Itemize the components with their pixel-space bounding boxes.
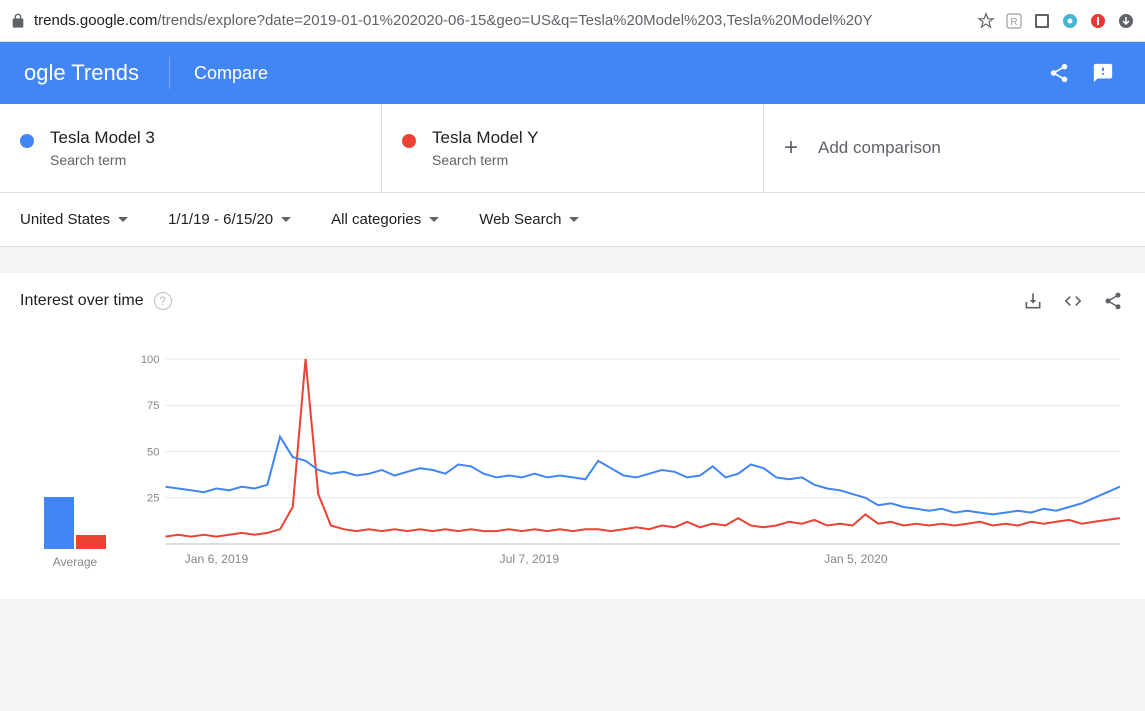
help-icon[interactable]: ? [154, 292, 172, 310]
ext-icon-3[interactable] [1061, 12, 1079, 30]
svg-text:R: R [1010, 17, 1017, 28]
add-comparison-button[interactable]: + Add comparison [764, 104, 1145, 192]
chevron-down-icon [569, 217, 579, 222]
compare-label: Compare [194, 63, 268, 84]
plus-icon: + [784, 134, 798, 162]
svg-text:25: 25 [147, 493, 159, 505]
filter-search-type[interactable]: Web Search [479, 211, 579, 228]
browser-address-bar: trends.google.com/trends/explore?date=20… [0, 0, 1145, 42]
share-icon[interactable] [1041, 55, 1077, 91]
logo-right: Trends [66, 60, 139, 85]
filters-row: United States 1/1/19 - 6/15/20 All categ… [0, 193, 1145, 247]
chevron-down-icon [281, 217, 291, 222]
panel-title: Interest over time [20, 292, 144, 310]
average-label: Average [53, 555, 97, 569]
url-path: /trends/explore?date=2019-01-01%202020-0… [157, 12, 872, 29]
chart-body: Average 25 50 75 100 Jan 6, 2019 Jul 7, 2019 J… [0, 329, 1145, 599]
app-header: ogle Trends Compare [0, 42, 1145, 104]
term-type-1: Search term [50, 152, 155, 168]
star-icon[interactable] [977, 12, 995, 30]
browser-toolbar-icons: R [977, 12, 1135, 30]
term-dot-2 [402, 134, 416, 148]
url-text[interactable]: trends.google.com/trends/explore?date=20… [34, 12, 977, 29]
ext-icon-1[interactable]: R [1005, 12, 1023, 30]
chevron-down-icon [429, 217, 439, 222]
filter-geo[interactable]: United States [20, 211, 128, 228]
svg-text:Jan 6, 2019: Jan 6, 2019 [185, 552, 249, 566]
term-name-1: Tesla Model 3 [50, 128, 155, 148]
svg-text:Jan 5, 2020: Jan 5, 2020 [824, 552, 888, 566]
avg-bar-b [76, 535, 106, 549]
url-domain: trends.google.com [34, 12, 157, 29]
term-dot-1 [20, 134, 34, 148]
svg-text:75: 75 [147, 400, 159, 412]
filter-geo-label: United States [20, 211, 110, 228]
share-chart-icon[interactable] [1101, 289, 1125, 313]
header-divider [169, 57, 170, 89]
filter-search-type-label: Web Search [479, 211, 561, 228]
panel-header: Interest over time ? [0, 273, 1145, 329]
average-bars: Average [20, 349, 130, 569]
lock-icon [10, 13, 26, 29]
filter-category[interactable]: All categories [331, 211, 439, 228]
add-comparison-label: Add comparison [818, 138, 941, 158]
filter-category-label: All categories [331, 211, 421, 228]
filter-date[interactable]: 1/1/19 - 6/15/20 [168, 211, 291, 228]
ext-icon-5[interactable] [1117, 12, 1135, 30]
chevron-down-icon [118, 217, 128, 222]
feedback-icon[interactable] [1085, 55, 1121, 91]
line-chart: 25 50 75 100 Jan 6, 2019 Jul 7, 2019 Jan 5, 20… [130, 349, 1125, 569]
embed-icon[interactable] [1061, 289, 1085, 313]
google-trends-logo[interactable]: ogle Trends [24, 60, 139, 86]
term-type-2: Search term [432, 152, 538, 168]
filter-date-label: 1/1/19 - 6/15/20 [168, 211, 273, 228]
download-icon[interactable] [1021, 289, 1045, 313]
search-terms-row: Tesla Model 3 Search term Tesla Model Y … [0, 104, 1145, 193]
term-cell-2[interactable]: Tesla Model Y Search term [382, 104, 764, 192]
ext-icon-4[interactable] [1089, 12, 1107, 30]
ext-icon-2[interactable] [1033, 12, 1051, 30]
term-cell-1[interactable]: Tesla Model 3 Search term [0, 104, 382, 192]
logo-left: ogle [24, 60, 66, 85]
svg-text:Jul 7, 2019: Jul 7, 2019 [500, 552, 560, 566]
interest-over-time-panel: Interest over time ? Average 25 50 75 100 Ja… [0, 273, 1145, 599]
svg-text:50: 50 [147, 447, 159, 459]
term-name-2: Tesla Model Y [432, 128, 538, 148]
avg-bar-a [44, 497, 74, 549]
svg-text:100: 100 [141, 354, 160, 366]
